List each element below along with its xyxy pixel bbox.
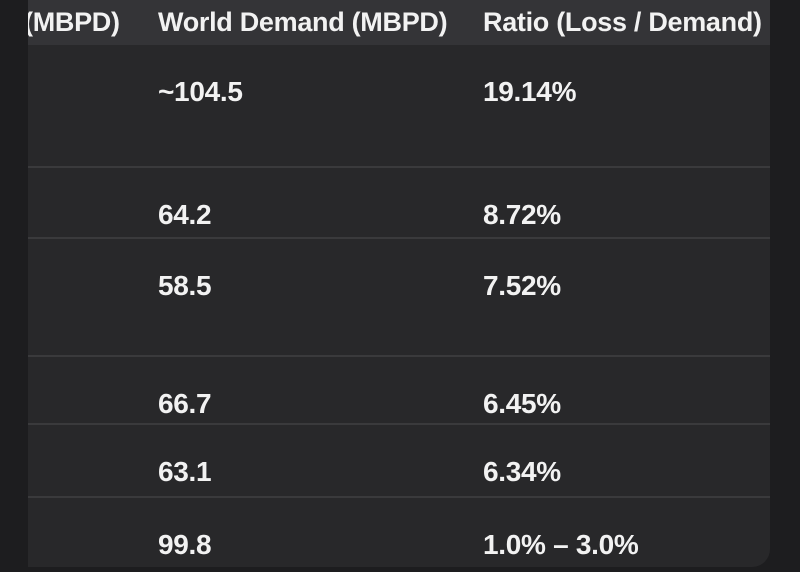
cell-ratio: 6.34% [483, 423, 770, 497]
cell-ratio: 1.0% – 3.0% [483, 496, 770, 567]
col-header-ratio: Ratio (Loss / Demand) [483, 0, 770, 45]
cell-loss [28, 166, 158, 238]
cell-demand: 58.5 [158, 237, 483, 356]
cell-ratio: 7.52% [483, 237, 770, 356]
table-row: 63.1 6.34% [28, 423, 770, 497]
header-row: (MBPD) World Demand (MBPD) Ratio (Loss /… [28, 0, 770, 45]
table-body: ~104.5 19.14% 64.2 8.72% 58.5 7.52% 66.7… [28, 45, 770, 567]
cell-loss [28, 45, 158, 167]
cell-ratio: 6.45% [483, 355, 770, 424]
table-row: 58.5 7.52% [28, 237, 770, 356]
cell-ratio: 19.14% [483, 76, 577, 107]
data-table: (MBPD) World Demand (MBPD) Ratio (Loss /… [28, 0, 770, 567]
cell-demand: 99.8 [158, 496, 483, 567]
table-row: 99.8 1.0% – 3.0% [28, 496, 770, 567]
cell-loss [28, 496, 158, 567]
table-row: 66.7 6.45% [28, 355, 770, 424]
cell-ratio: 8.72% [483, 166, 770, 238]
cell-loss [28, 237, 158, 356]
table-row: ~104.5 19.14% [28, 45, 770, 167]
cell-loss [28, 355, 158, 424]
col-header-world-demand: World Demand (MBPD) [158, 0, 483, 45]
table-row: 64.2 8.72% [28, 166, 770, 238]
cell-demand: 63.1 [158, 423, 483, 497]
table-card[interactable]: (MBPD) World Demand (MBPD) Ratio (Loss /… [28, 0, 770, 567]
table-header: (MBPD) World Demand (MBPD) Ratio (Loss /… [28, 0, 770, 45]
col-header-loss-mbpd: (MBPD) [28, 0, 158, 45]
col-header-loss-mbpd-label: (MBPD) [28, 7, 120, 37]
cell-loss [28, 423, 158, 497]
cell-demand: 64.2 [158, 166, 483, 238]
cell-demand: 66.7 [158, 355, 483, 424]
cell-demand: ~104.5 [158, 76, 243, 107]
